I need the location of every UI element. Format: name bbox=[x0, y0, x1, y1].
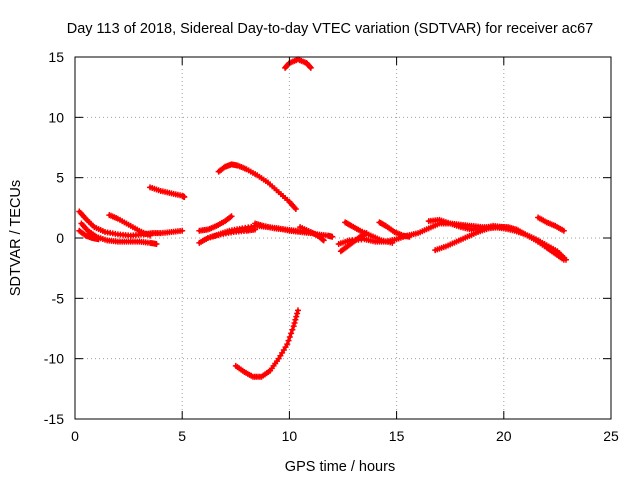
series-arc-19 bbox=[432, 224, 567, 263]
x-axis-title: GPS time / hours bbox=[285, 459, 395, 475]
data-point bbox=[294, 310, 301, 317]
y-axis-title: SDTVAR / TECUs bbox=[8, 180, 24, 296]
series-arc-2 bbox=[78, 220, 160, 248]
series-arc-17 bbox=[376, 219, 413, 240]
data-point bbox=[329, 233, 336, 240]
data-point bbox=[284, 341, 291, 348]
series-arc-20 bbox=[535, 214, 567, 234]
data-point bbox=[293, 313, 300, 320]
series-arc-5 bbox=[147, 184, 188, 200]
y-tick-label: 0 bbox=[56, 230, 64, 246]
data-point bbox=[286, 333, 293, 340]
y-tick-label: -5 bbox=[52, 290, 65, 306]
series-arc-16 bbox=[342, 219, 396, 246]
series-arc-10 bbox=[252, 220, 336, 240]
x-tick-label: 25 bbox=[603, 428, 619, 444]
series-arc-9 bbox=[215, 161, 299, 213]
data-point bbox=[285, 337, 292, 344]
series-arc-7 bbox=[196, 213, 235, 234]
y-tick-label: -10 bbox=[44, 351, 64, 367]
data-point bbox=[288, 330, 295, 337]
data-point bbox=[291, 319, 298, 326]
series-arc-13 bbox=[232, 307, 301, 380]
x-tick-label: 15 bbox=[389, 428, 405, 444]
series-arc-11 bbox=[297, 224, 327, 244]
data-point bbox=[147, 232, 154, 239]
chart-title: Day 113 of 2018, Sidereal Day-to-day VTE… bbox=[67, 21, 594, 37]
x-tick-label: 0 bbox=[71, 428, 79, 444]
x-tick-label: 20 bbox=[496, 428, 512, 444]
data-point bbox=[560, 227, 567, 234]
data-point bbox=[307, 64, 314, 71]
series-layer bbox=[76, 56, 569, 380]
x-tick-label: 5 bbox=[178, 428, 186, 444]
data-point bbox=[406, 233, 413, 240]
data-point bbox=[320, 237, 327, 244]
series-arc-12 bbox=[282, 56, 314, 71]
data-point bbox=[306, 63, 313, 70]
y-tick-label: 10 bbox=[48, 109, 64, 125]
data-point bbox=[252, 226, 259, 233]
series-arc-8 bbox=[204, 226, 259, 241]
data-point bbox=[179, 227, 186, 234]
x-tick-label: 10 bbox=[282, 428, 298, 444]
data-point bbox=[153, 241, 160, 248]
data-point bbox=[560, 256, 567, 263]
data-point bbox=[290, 323, 297, 330]
series-line bbox=[217, 162, 298, 211]
data-point bbox=[95, 236, 102, 243]
y-tick-label: 5 bbox=[56, 170, 64, 186]
axis-layer: 0 5 10 15 20 25 15 10 5 0 -5 -10 -15 bbox=[44, 49, 619, 444]
data-point bbox=[289, 326, 296, 333]
data-point bbox=[389, 239, 396, 246]
series-arc-3 bbox=[76, 227, 102, 243]
y-tick-label: -15 bbox=[44, 411, 64, 427]
data-point bbox=[228, 213, 235, 220]
data-point bbox=[292, 206, 299, 213]
series-arc-4 bbox=[106, 212, 154, 239]
series-arc-1 bbox=[76, 208, 186, 239]
y-tick-label: 15 bbox=[48, 49, 64, 65]
data-point bbox=[294, 307, 301, 314]
data-point bbox=[181, 193, 188, 200]
data-point bbox=[292, 316, 299, 323]
